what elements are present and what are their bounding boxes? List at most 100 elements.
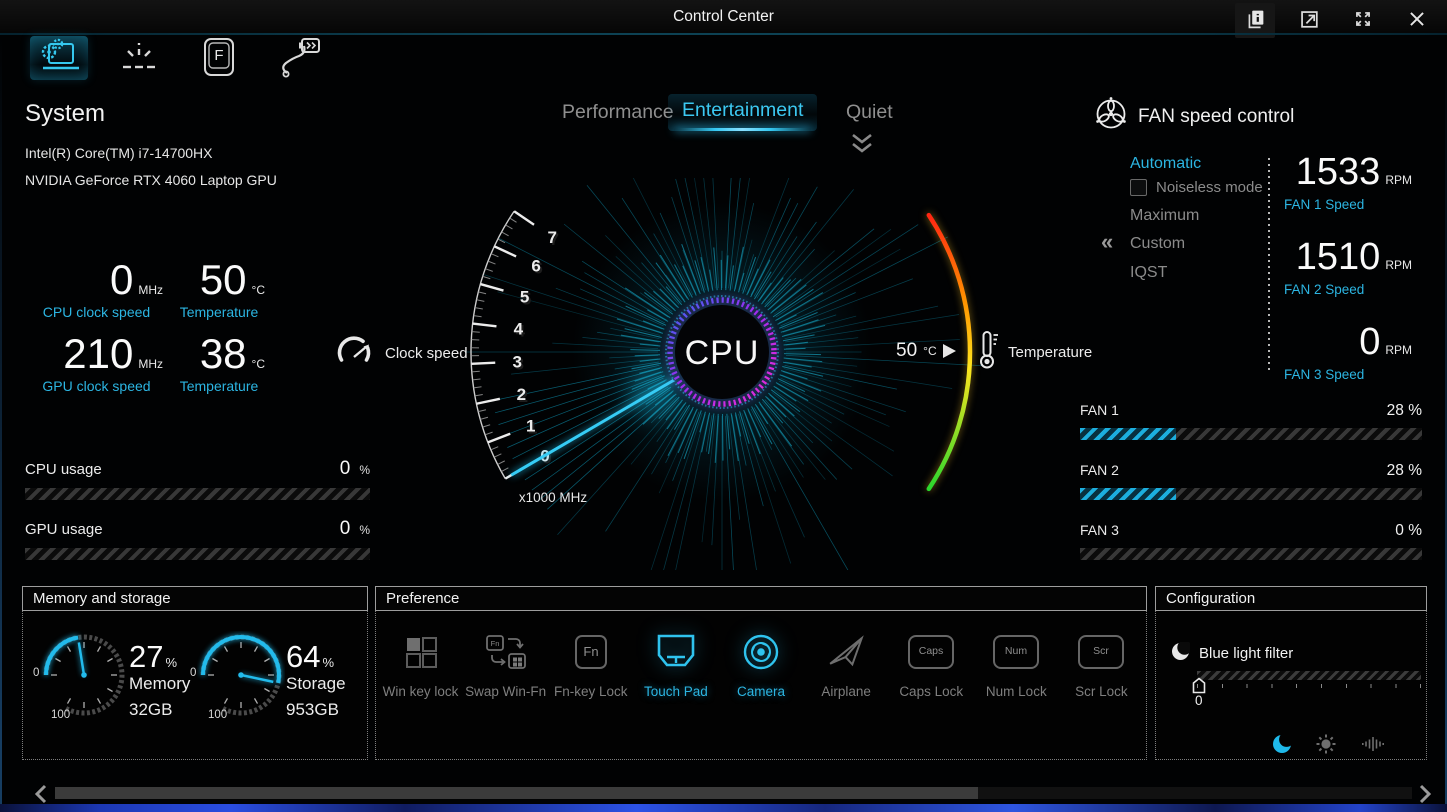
mode-tab-performance[interactable]: Performance (556, 100, 680, 125)
window-right-edge (1445, 35, 1447, 804)
gpu-usage: GPU usage 0% (25, 518, 370, 560)
titlebar: Control Center (0, 0, 1447, 38)
pref-item-swap-win-fn[interactable]: Fn Swap Win-Fn (463, 625, 548, 699)
configuration-footer (1272, 733, 1386, 755)
touchpad-icon (653, 625, 699, 679)
svg-text:Num: Num (1005, 645, 1027, 657)
fan3-duty-bar (1080, 548, 1422, 560)
info-button[interactable] (1235, 3, 1275, 38)
fan-panel-divider (1268, 158, 1270, 372)
svg-text:6: 6 (531, 257, 540, 276)
maximize-icon (1350, 6, 1376, 35)
pages-info-icon (1242, 6, 1268, 35)
scroll-right-button[interactable] (1415, 782, 1435, 809)
fan-mode-iqst[interactable]: IQST (1130, 264, 1168, 281)
win-key-lock-icon (401, 625, 441, 679)
gauge-center-label: CPU (685, 334, 760, 372)
fan2-speed: 1510 RPM FAN 2 Speed (1284, 236, 1412, 297)
system-monitor-icon (36, 37, 82, 80)
pref-item-num-lock[interactable]: Num Num Lock (974, 625, 1059, 699)
pref-item-touchpad[interactable]: Touch Pad (633, 625, 718, 699)
pref-item-scr-lock[interactable]: Scr Scr Lock (1059, 625, 1144, 699)
svg-text:2: 2 (517, 385, 526, 404)
fan-mode-automatic[interactable]: Automatic (1130, 155, 1202, 172)
tab-system-monitor[interactable] (30, 36, 88, 80)
noiseless-checkbox[interactable] (1130, 179, 1147, 196)
thermometer-icon (976, 329, 1000, 375)
power-adapter-icon (274, 35, 324, 82)
memory-gauge (43, 634, 125, 716)
restore-button[interactable] (1289, 3, 1329, 38)
mode-tab-entertainment[interactable]: Entertainment (668, 94, 818, 131)
fan-mode-maximum[interactable]: Maximum (1130, 207, 1200, 224)
configuration-section: Configuration Blue light filter 0 (1155, 586, 1427, 760)
volume-wave-icon[interactable] (1360, 734, 1386, 754)
camera-icon (738, 625, 784, 679)
horizontal-scrollbar[interactable] (55, 787, 1412, 799)
pref-item-win-key-lock[interactable]: Win key lock (378, 625, 463, 699)
close-icon (1404, 6, 1430, 35)
svg-text:5: 5 (520, 287, 529, 306)
configuration-heading: Configuration (1155, 586, 1427, 611)
svg-text:Fn: Fn (490, 639, 499, 648)
pref-item-fn-key-lock[interactable]: Fn Fn-key Lock (548, 625, 633, 699)
fan-mode-noiseless[interactable]: Noiseless mode (1130, 179, 1263, 196)
blue-light-slider-ticks (1197, 684, 1421, 688)
tab-keyboard-backlight[interactable] (110, 36, 168, 80)
mode-tab-quiet[interactable]: Quiet (840, 100, 899, 125)
cpu-usage-bar (25, 488, 370, 500)
window-title: Control Center (673, 8, 774, 25)
close-button[interactable] (1397, 3, 1437, 38)
fan1-duty: FAN 1 28 % (1080, 402, 1422, 440)
maximize-button[interactable] (1343, 3, 1383, 38)
fan-speed-control-heading: FAN speed control (1093, 96, 1294, 138)
blue-light-filter: Blue light filter (1171, 640, 1293, 665)
scr-lock-icon: Scr (1075, 625, 1127, 679)
pref-item-caps-lock[interactable]: Caps Caps Lock (889, 625, 974, 699)
temperature-marker: 50 °C (896, 340, 956, 362)
pref-item-airplane[interactable]: Airplane (804, 625, 889, 699)
marker-triangle-icon (942, 344, 956, 358)
custom-selected-marker: « (1101, 229, 1113, 254)
fan3-speed: 0 RPM FAN 3 Speed (1284, 321, 1412, 382)
fan2-duty-bar (1080, 488, 1422, 500)
fan-icon (1093, 96, 1129, 138)
blue-light-moon-icon[interactable] (1272, 734, 1292, 754)
pref-item-camera[interactable]: Camera (718, 625, 803, 699)
blue-light-slider-track[interactable] (1197, 671, 1421, 680)
gpu-usage-bar (25, 548, 370, 560)
fan1-duty-bar (1080, 428, 1422, 440)
titlebar-divider (0, 33, 1447, 35)
memory-storage-heading: Memory and storage (22, 586, 368, 611)
cpu-gauge: 01234567 CPU x1000 MHz (466, 178, 984, 570)
cpu-clock-stat: 0 MHz CPU clock speed (42, 256, 163, 321)
scrollbar-thumb[interactable] (55, 787, 978, 799)
gpu-temp-stat: 38 °C Temperature (179, 330, 265, 395)
fn-key-icon: F (200, 36, 238, 81)
svg-text:F: F (214, 47, 223, 64)
memory-readout: 27% Memory 32GB (129, 639, 191, 719)
preference-items: Win key lock Fn Swap Win-Fn Fn Fn-key Lo… (378, 625, 1144, 699)
gauge-scale-unit: x1000 MHz (519, 490, 588, 505)
temperature-arc (926, 212, 973, 492)
brightness-icon[interactable] (1315, 733, 1337, 755)
tab-fn-keys[interactable]: F (190, 36, 248, 80)
scroll-left-button[interactable] (31, 782, 51, 809)
blue-light-slider-handle[interactable] (1192, 677, 1206, 699)
fan-mode-custom[interactable]: Custom (1130, 235, 1186, 252)
svg-text:1: 1 (526, 417, 535, 436)
num-lock-icon: Num (990, 625, 1042, 679)
preference-heading: Preference (375, 586, 1147, 611)
svg-text:Scr: Scr (1094, 645, 1110, 657)
svg-text:Fn: Fn (583, 644, 598, 659)
tab-power-adapter[interactable] (270, 36, 328, 80)
caps-lock-icon: Caps (905, 625, 957, 679)
svg-text:7: 7 (548, 228, 557, 247)
chevron-double-down-icon[interactable] (849, 133, 875, 160)
preference-section: Preference Win key lock Fn Swap Win-Fn F… (375, 586, 1147, 760)
blue-light-value: 0 (1195, 693, 1203, 708)
cpu-name: Intel(R) Core(TM) i7-14700HX (25, 145, 213, 161)
desktop-edge-strip (0, 804, 1447, 812)
